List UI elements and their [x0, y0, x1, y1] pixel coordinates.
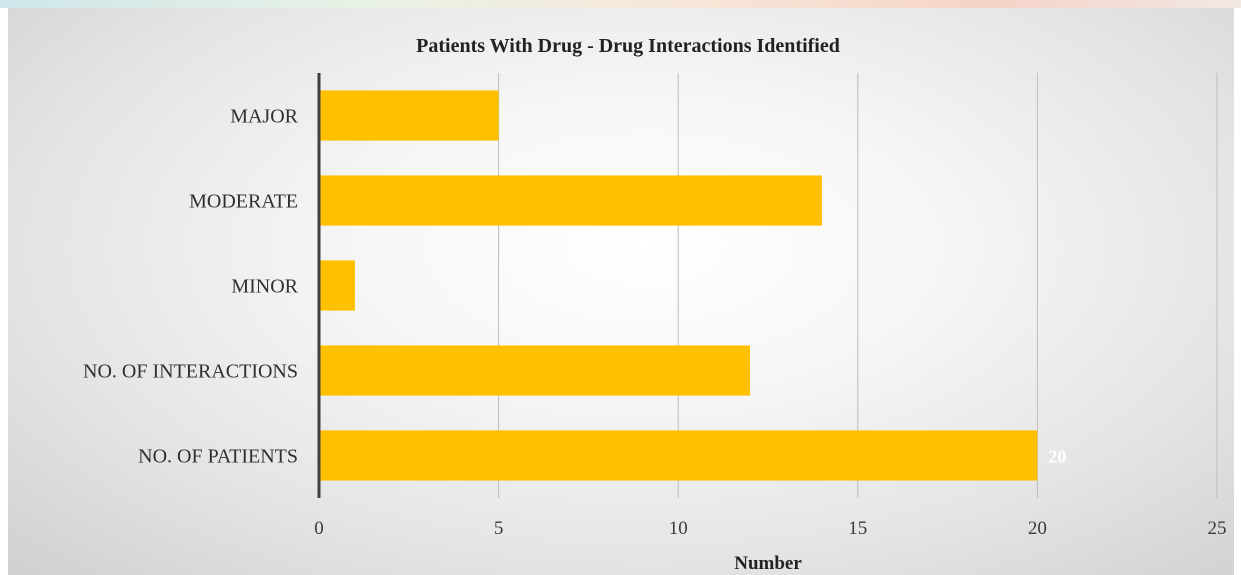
data-labels: 20	[1048, 447, 1066, 467]
x-tick-label-15: 15	[848, 518, 867, 539]
x-axis-label: Number	[734, 553, 802, 574]
bar-no-of-patients	[319, 430, 1038, 481]
data-label-no-of-patients: 20	[1048, 447, 1066, 467]
x-tick-label-5: 5	[494, 518, 504, 539]
bars	[319, 90, 1038, 481]
gridlines	[498, 73, 1218, 498]
category-label-major: MAJOR	[230, 106, 298, 128]
x-tick-label-25: 25	[1208, 518, 1227, 539]
bar-major	[319, 90, 499, 141]
bar-no-of-interactions	[319, 345, 751, 396]
category-labels: MAJOR MODERATE MINOR NO. OF INTERACTIONS NO.…	[83, 106, 299, 468]
x-tick-label-10: 10	[669, 518, 688, 539]
chart-title: Patients With Drug - Drug Interactions I…	[416, 35, 840, 57]
bar-moderate	[319, 175, 822, 226]
bar-minor	[319, 260, 355, 311]
category-label-minor: MINOR	[231, 276, 298, 298]
x-tick-labels: 0 5 10 15 20 25	[314, 518, 1226, 539]
top-decorative-strip	[0, 0, 1241, 8]
category-label-no-of-patients: NO. OF PATIENTS	[138, 446, 298, 468]
category-label-moderate: MODERATE	[189, 191, 298, 213]
x-tick-label-20: 20	[1028, 518, 1047, 539]
x-tick-label-0: 0	[314, 518, 324, 539]
category-label-no-of-interactions: NO. OF INTERACTIONS	[83, 361, 298, 383]
